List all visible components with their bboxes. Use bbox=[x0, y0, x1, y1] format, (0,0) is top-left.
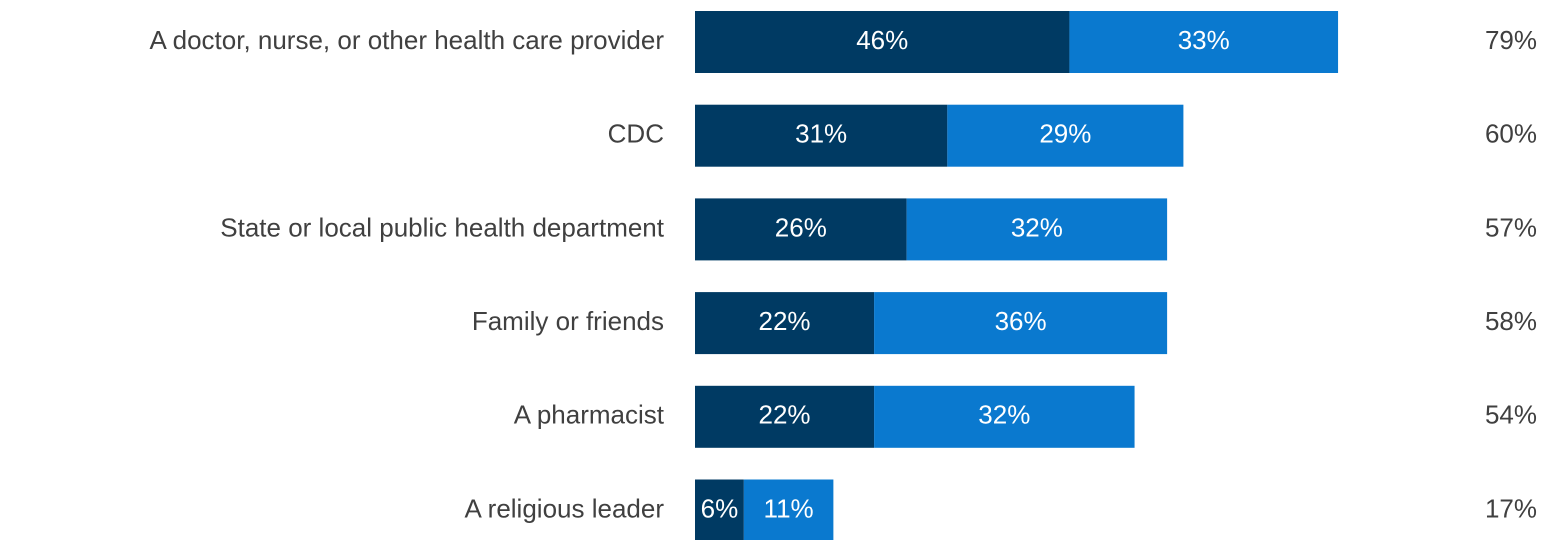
bar-segment bbox=[695, 479, 744, 540]
segment-value-label: 33% bbox=[1178, 25, 1230, 55]
category-label: Family or friends bbox=[472, 306, 664, 336]
total-value-label: 79% bbox=[1485, 25, 1537, 55]
segment-value-label: 22% bbox=[759, 306, 811, 336]
bar-segment bbox=[695, 11, 1070, 73]
category-label: A pharmacist bbox=[514, 400, 665, 430]
category-label: A doctor, nurse, or other health care pr… bbox=[149, 25, 664, 55]
bar-segment bbox=[947, 104, 1184, 167]
category-label: State or local public health department bbox=[220, 212, 664, 242]
segment-value-label: 11% bbox=[764, 493, 814, 523]
bar-segment bbox=[874, 292, 1168, 355]
total-value-label: 17% bbox=[1485, 493, 1537, 523]
segment-value-label: 31% bbox=[795, 119, 847, 149]
segment-value-label: 32% bbox=[1011, 212, 1063, 242]
bars: 46% 33% 31% 29% 26% 32% 22% 36% 22% 32% 6% 11% bbox=[695, 11, 1339, 540]
segment-value-label: 36% bbox=[995, 306, 1047, 336]
bar-segment bbox=[695, 198, 907, 261]
bar-segment bbox=[906, 198, 1168, 261]
total-value-label: 60% bbox=[1485, 119, 1537, 149]
bar-segment bbox=[695, 104, 948, 167]
segment-value-label: 29% bbox=[1039, 119, 1091, 149]
bar-segment bbox=[874, 385, 1135, 448]
bar-segment bbox=[695, 292, 875, 355]
total-labels: 79% 60% 57% 58% 54% 17% bbox=[1485, 25, 1537, 524]
category-label: CDC bbox=[608, 119, 664, 149]
bar-segment bbox=[743, 479, 834, 540]
total-value-label: 54% bbox=[1485, 400, 1537, 430]
segment-value-label: 46% bbox=[856, 25, 908, 55]
category-label: A religious leader bbox=[465, 493, 665, 523]
segment-value-label: 26% bbox=[775, 212, 827, 242]
bar-segment bbox=[695, 385, 875, 448]
segment-value-label: 22% bbox=[759, 400, 811, 430]
category-labels: A doctor, nurse, or other health care pr… bbox=[149, 25, 664, 524]
total-value-label: 57% bbox=[1485, 212, 1537, 242]
segment-value-label: 6% bbox=[701, 493, 739, 523]
segment-value-label: 32% bbox=[978, 400, 1030, 430]
total-value-label: 58% bbox=[1485, 306, 1537, 336]
bar-segment bbox=[1069, 11, 1339, 73]
